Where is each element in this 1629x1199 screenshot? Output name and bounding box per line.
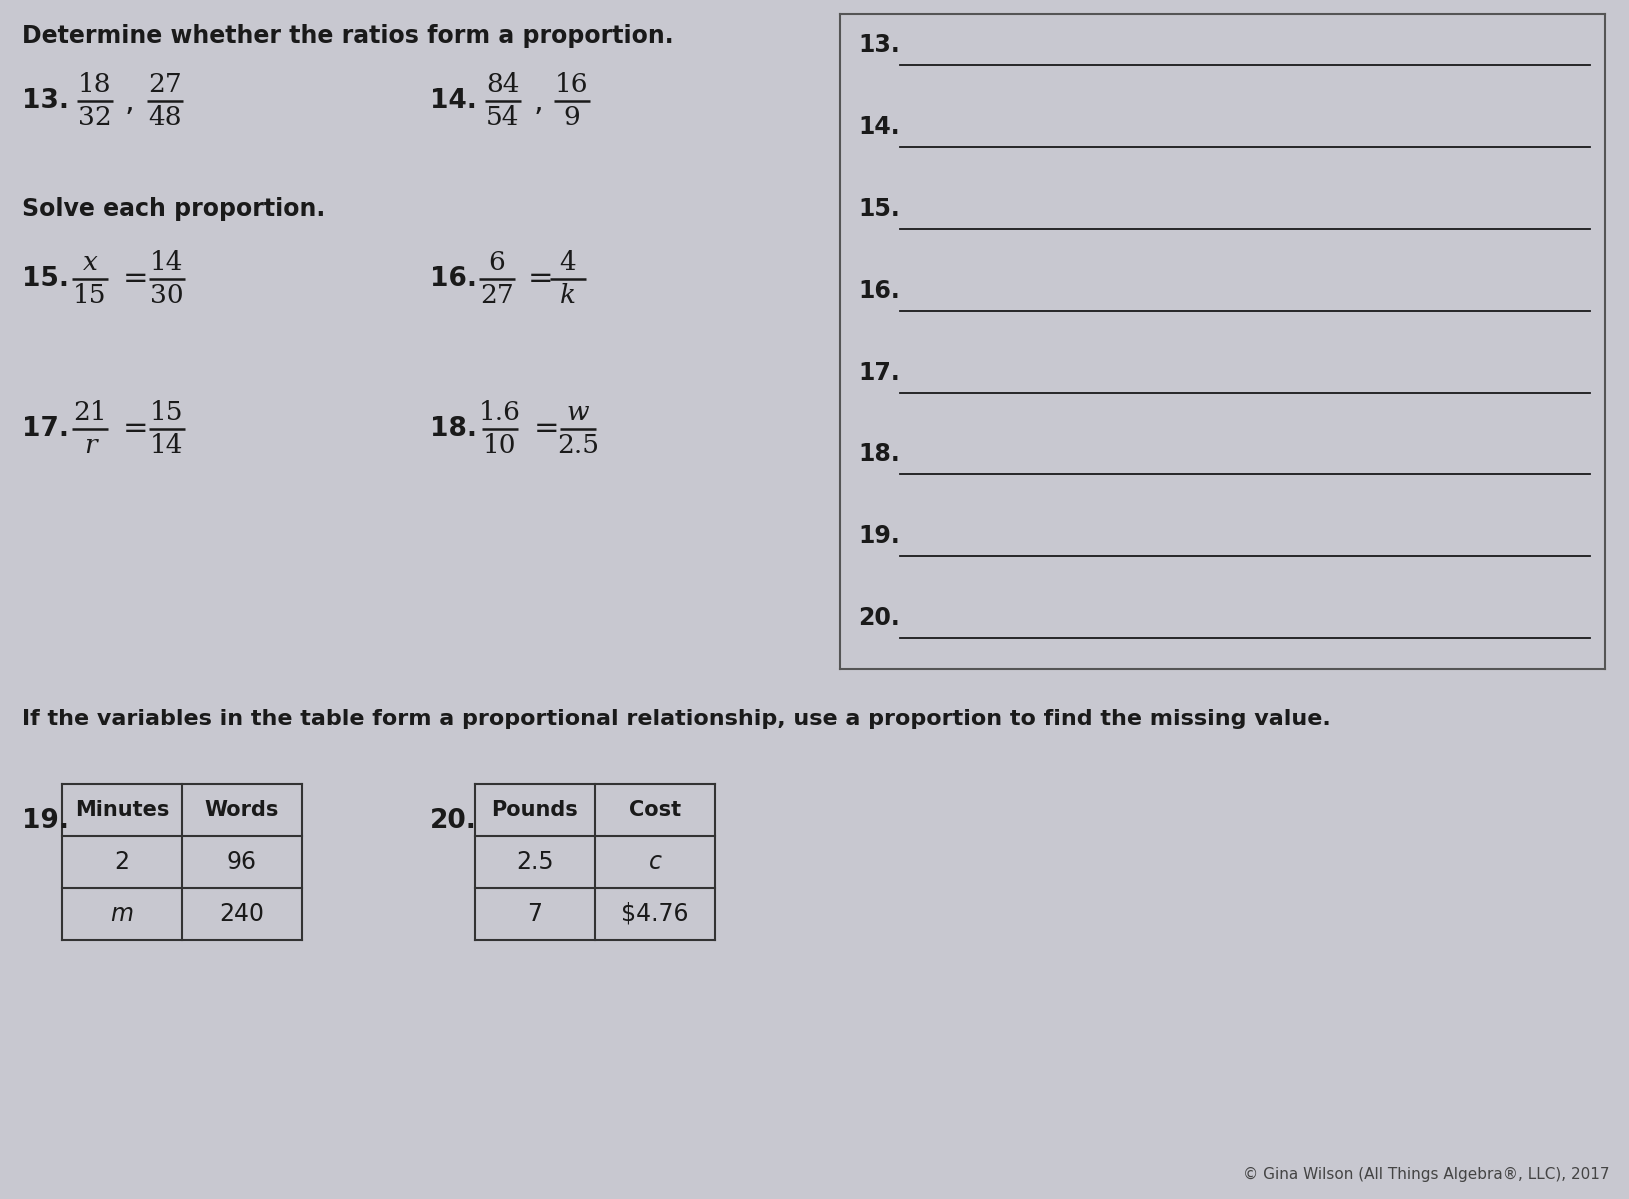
Text: If the variables in the table form a proportional relationship, use a proportion: If the variables in the table form a pro… <box>23 709 1331 729</box>
Text: x: x <box>83 251 98 275</box>
Text: 18: 18 <box>78 72 112 97</box>
Text: 14.: 14. <box>858 115 899 139</box>
Text: 20.: 20. <box>858 607 899 631</box>
Text: m: m <box>111 902 134 926</box>
Text: 27: 27 <box>148 72 182 97</box>
Text: 7: 7 <box>528 902 542 926</box>
Text: 2.5: 2.5 <box>516 850 554 874</box>
Text: Solve each proportion.: Solve each proportion. <box>23 197 326 221</box>
Text: Minutes: Minutes <box>75 800 169 820</box>
Text: 6: 6 <box>489 251 505 275</box>
Text: 18.: 18. <box>430 416 477 442</box>
Text: 27: 27 <box>481 283 513 308</box>
Text: Words: Words <box>205 800 279 820</box>
Text: Pounds: Pounds <box>492 800 578 820</box>
Text: 2: 2 <box>114 850 129 874</box>
Text: 16.: 16. <box>430 266 477 293</box>
Text: 84: 84 <box>485 72 520 97</box>
Text: ,: , <box>534 86 544 115</box>
Text: 15.: 15. <box>858 197 899 221</box>
Text: =: = <box>124 415 148 444</box>
Text: 21: 21 <box>73 400 108 424</box>
Text: 13.: 13. <box>858 34 899 58</box>
Text: 17.: 17. <box>858 361 899 385</box>
Text: 240: 240 <box>220 902 264 926</box>
Text: ,: , <box>125 86 135 115</box>
Text: 48: 48 <box>148 106 182 129</box>
Text: © Gina Wilson (All Things Algebra®, LLC), 2017: © Gina Wilson (All Things Algebra®, LLC)… <box>1243 1167 1609 1181</box>
Text: 17.: 17. <box>23 416 68 442</box>
Text: c: c <box>648 850 661 874</box>
Text: =: = <box>534 415 560 444</box>
Text: 32: 32 <box>78 106 112 129</box>
Text: 18.: 18. <box>858 442 899 466</box>
Text: 15: 15 <box>73 283 108 308</box>
Text: 16.: 16. <box>858 278 899 302</box>
Text: w: w <box>567 400 590 424</box>
Text: 19.: 19. <box>23 808 68 835</box>
Text: =: = <box>124 265 148 294</box>
Text: 1.6: 1.6 <box>479 400 521 424</box>
Text: 2.5: 2.5 <box>557 433 599 458</box>
Text: =: = <box>528 265 554 294</box>
Text: k: k <box>560 283 577 308</box>
Text: 15: 15 <box>150 400 184 424</box>
Text: 54: 54 <box>485 106 520 129</box>
Text: 9: 9 <box>564 106 580 129</box>
Text: 15.: 15. <box>23 266 68 293</box>
Text: Cost: Cost <box>629 800 681 820</box>
Text: 20.: 20. <box>430 808 477 835</box>
Text: 14: 14 <box>150 251 184 275</box>
Text: 19.: 19. <box>858 524 899 548</box>
Text: 14: 14 <box>150 433 184 458</box>
Text: 30: 30 <box>150 283 184 308</box>
Text: 13.: 13. <box>23 88 68 114</box>
Text: 96: 96 <box>226 850 257 874</box>
Text: r: r <box>83 433 96 458</box>
Text: 4: 4 <box>560 251 577 275</box>
Text: $4.76: $4.76 <box>621 902 689 926</box>
Text: 14.: 14. <box>430 88 477 114</box>
Text: Determine whether the ratios form a proportion.: Determine whether the ratios form a prop… <box>23 24 674 48</box>
Text: 16: 16 <box>555 72 588 97</box>
Text: 10: 10 <box>484 433 516 458</box>
